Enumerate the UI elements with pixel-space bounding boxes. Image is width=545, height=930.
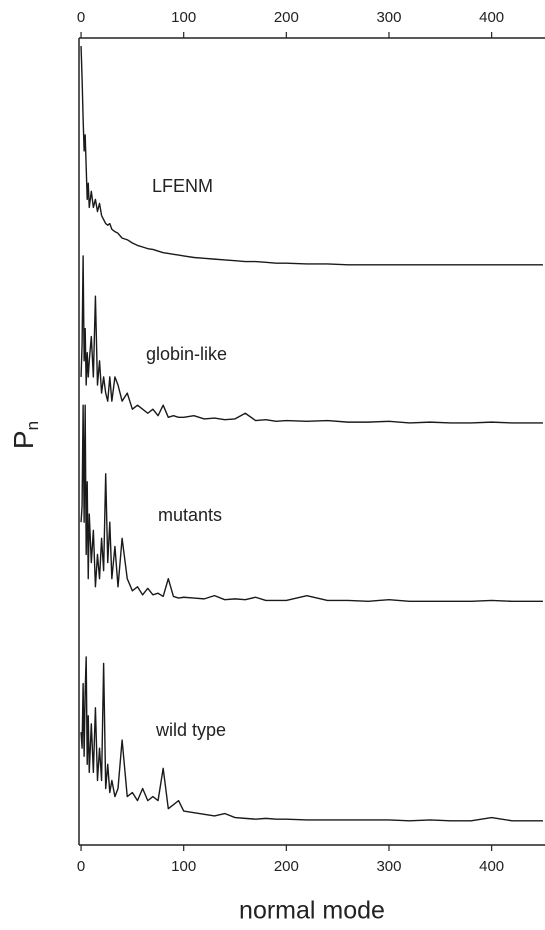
x-tick-label: 400 [479,858,504,875]
series-label: mutants [158,505,222,525]
series-label: wild type [155,720,226,740]
x-tick-label-top: 200 [274,9,299,26]
x-axis-label: normal mode [239,897,385,925]
series-line [80,255,543,424]
x-tick-label: 200 [274,858,299,875]
x-tick-label: 0 [77,858,85,875]
x-tick-label-top: 300 [376,9,401,26]
series-line [80,404,543,602]
series-label: LFENM [152,176,213,196]
x-tick-label: 100 [171,858,196,875]
y-axis-label-main: P [8,430,39,449]
y-axis-label-subscript: n [23,421,42,430]
x-tick-label-top: 400 [479,9,504,26]
series-line [80,656,543,822]
series-label: globin-like [146,344,227,364]
x-tick-label-top: 100 [171,9,196,26]
y-axis-label: Pn [8,421,42,449]
x-tick-label-top: 0 [77,9,85,26]
x-tick-label: 300 [376,858,401,875]
series-line [80,46,543,266]
